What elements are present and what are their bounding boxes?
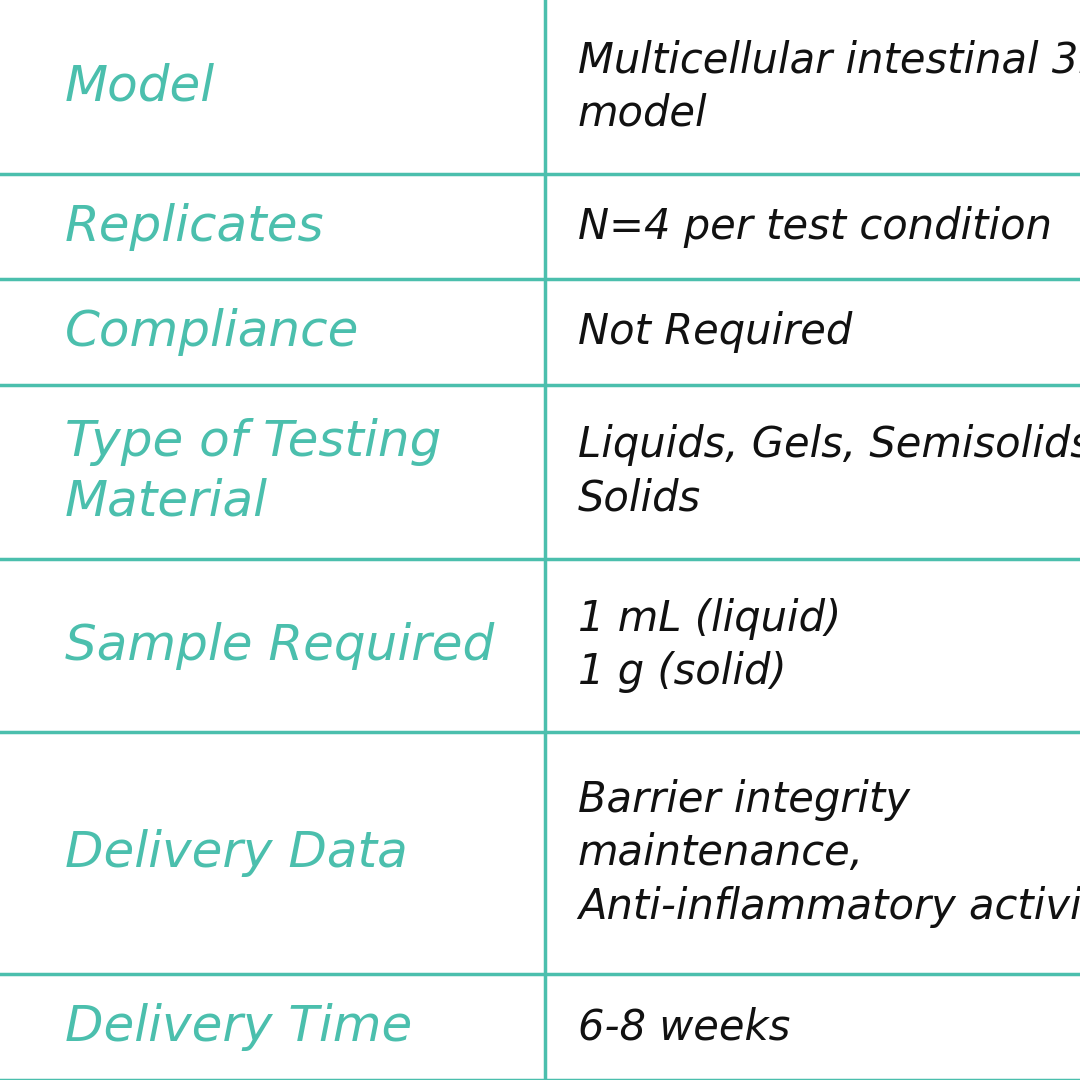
Text: Multicellular intestinal 3D
model: Multicellular intestinal 3D model bbox=[578, 39, 1080, 135]
Text: Sample Required: Sample Required bbox=[65, 622, 494, 670]
Text: Barrier integrity
maintenance,
Anti-inflammatory activity: Barrier integrity maintenance, Anti-infl… bbox=[578, 779, 1080, 928]
Text: Replicates: Replicates bbox=[65, 203, 324, 251]
Text: Not Required: Not Required bbox=[578, 311, 852, 353]
Text: Delivery Data: Delivery Data bbox=[65, 829, 407, 877]
Text: Compliance: Compliance bbox=[65, 308, 360, 356]
Text: 1 mL (liquid)
1 g (solid): 1 mL (liquid) 1 g (solid) bbox=[578, 598, 841, 693]
Text: 6-8 weeks: 6-8 weeks bbox=[578, 1007, 791, 1049]
Text: Type of Testing
Material: Type of Testing Material bbox=[65, 418, 441, 526]
Text: Liquids, Gels, Semisolids,
Solids: Liquids, Gels, Semisolids, Solids bbox=[578, 424, 1080, 519]
Text: N=4 per test condition: N=4 per test condition bbox=[578, 205, 1052, 247]
Text: Model: Model bbox=[65, 63, 215, 111]
Text: Delivery Time: Delivery Time bbox=[65, 1003, 413, 1051]
